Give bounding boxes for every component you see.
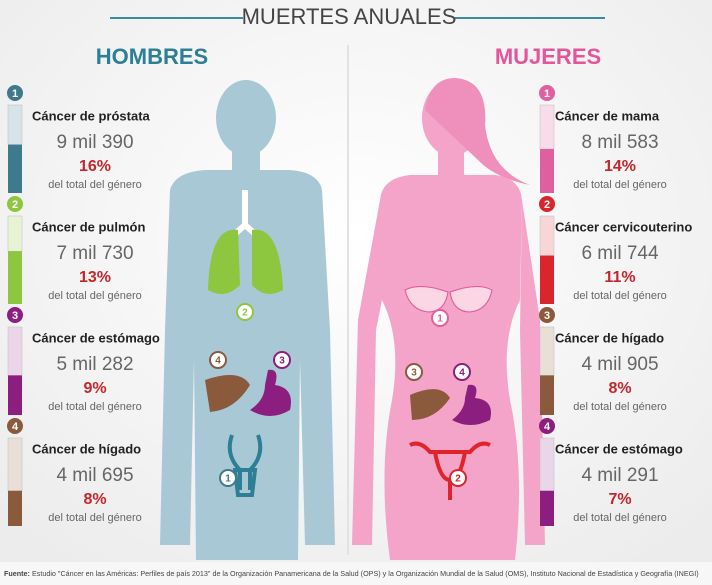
count: 6 mil 744 [581,243,659,264]
percent: 16% [79,158,111,175]
organ-rank: 2 [242,308,248,319]
rank: 4 [12,421,19,433]
percent: 7% [608,491,631,508]
bar-bg [8,216,22,251]
group-title: MUJERES [495,44,601,69]
bar-bg [8,105,22,145]
cancer-name: Cáncer de próstata [32,108,151,123]
cancer-name: Cáncer de pulmón [32,219,145,234]
rank: 1 [544,88,550,100]
organ-rank: 1 [225,474,231,485]
organ-rank: 1 [437,314,443,325]
bar-fill [8,251,22,304]
footer-text: Estudio "Cáncer en las Américas: Perfile… [32,569,699,578]
bar-fill [8,375,22,415]
title: MUERTES ANUALES [242,4,457,29]
rank: 3 [544,310,550,322]
group-title: HOMBRES [96,44,208,69]
bar-bg [540,327,554,375]
rank: 3 [12,310,18,322]
note: del total del género [573,401,667,413]
note: del total del género [48,290,142,302]
percent: 8% [83,491,106,508]
bar-fill [540,375,554,415]
count: 5 mil 282 [56,354,133,375]
percent: 9% [83,380,106,397]
bar-fill [540,256,554,304]
cancer-name: Cáncer de hígado [555,330,664,345]
infographic: MUERTES ANUALES HOMBRES MUJERES Fuente: … [0,0,712,585]
note: del total del género [573,179,667,191]
bar-fill [540,149,554,193]
cancer-name: Cáncer de estómago [32,330,160,345]
organ-rank: 4 [215,356,221,367]
cancer-name: Cáncer de estómago [555,441,683,456]
count: 4 mil 695 [56,465,133,486]
bar-bg [540,216,554,256]
count: 4 mil 905 [581,354,658,375]
bar-bg [540,105,554,149]
note: del total del género [48,179,142,191]
rank: 2 [544,199,550,211]
percent: 14% [604,158,636,175]
bar-fill [540,491,554,526]
cancer-name: Cáncer cervicouterino [555,219,692,234]
count: 8 mil 583 [581,132,658,153]
note: del total del género [573,512,667,524]
note: del total del género [573,290,667,302]
rank: 2 [12,199,18,211]
percent: 11% [604,269,635,286]
cancer-name: Cáncer de mama [555,108,660,123]
bar-bg [8,327,22,375]
footer: Fuente: Estudio "Cáncer en las Américas:… [4,569,699,578]
count: 9 mil 390 [56,132,133,153]
count: 4 mil 291 [581,465,658,486]
bar-fill [8,491,22,526]
rank: 1 [12,88,18,100]
percent: 8% [608,380,631,397]
bar-bg [540,438,554,491]
cancer-name: Cáncer de hígado [32,441,141,456]
percent: 13% [79,269,111,286]
organ-rank: 4 [459,368,465,379]
footer-label: Fuente: [4,569,30,578]
bar-bg [8,438,22,491]
bar-fill [8,145,22,193]
rank: 4 [544,421,551,433]
organ-rank: 2 [455,474,461,485]
note: del total del género [48,401,142,413]
note: del total del género [48,512,142,524]
organ-rank: 3 [411,368,417,379]
count: 7 mil 730 [56,243,133,264]
organ-rank: 3 [279,356,285,367]
